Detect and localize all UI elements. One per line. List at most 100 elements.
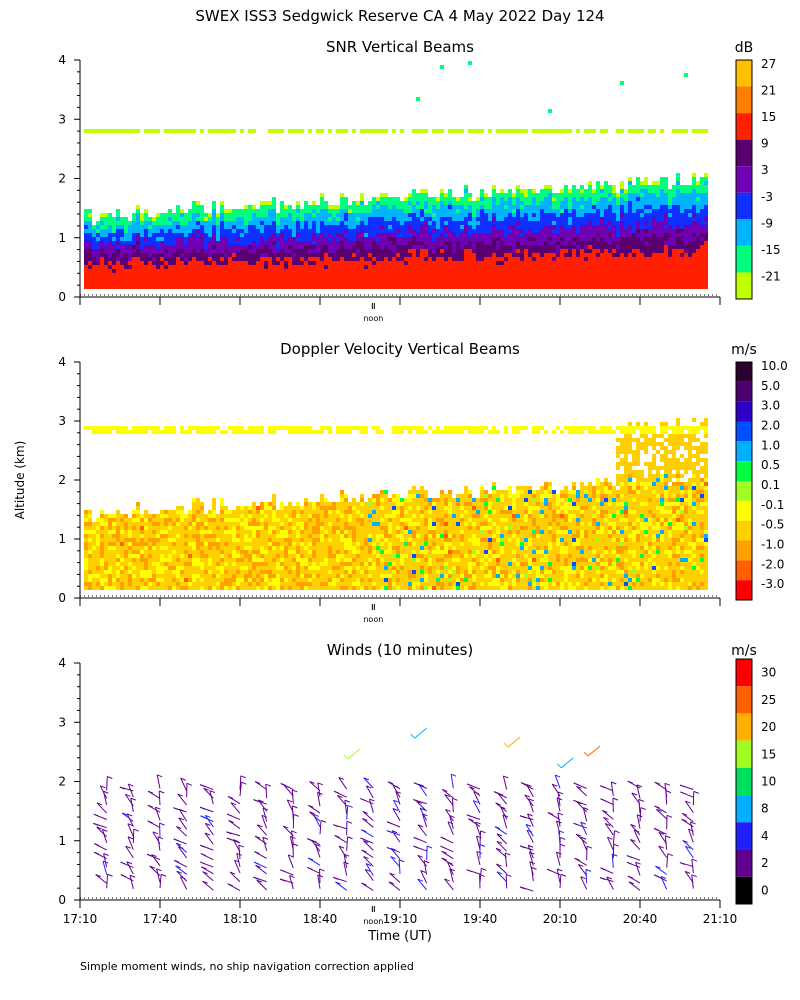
panel-2: Doppler Velocity Vertical Beams 0 1 2 3 4 noon…	[58, 340, 787, 624]
colorbar-frame	[735, 361, 753, 601]
colorbar-swatch	[736, 139, 752, 167]
figure-title: SWEX ISS3 Sedgwick Reserve CA 4 May 2022…	[195, 7, 604, 25]
colorbar-swatch	[736, 580, 752, 600]
y-tick-label: 1	[58, 231, 66, 245]
colorbar-swatch	[736, 245, 752, 273]
y-tick-label: 3	[58, 715, 66, 729]
colorbar-label: 3	[761, 163, 769, 177]
colorbar-label: 0	[761, 883, 769, 897]
colorbar-swatch	[736, 461, 752, 481]
colorbar-label: -3	[761, 190, 773, 204]
colorbar-label: 30	[761, 666, 776, 680]
colorbar-label: 21	[761, 84, 776, 98]
colorbar-label: 25	[761, 693, 776, 707]
colorbar-swatch	[736, 166, 752, 193]
colorbar-swatch	[736, 272, 752, 299]
panel-title: SNR Vertical Beams	[326, 38, 474, 56]
y-tick-label: 3	[58, 112, 66, 126]
y-tick-label: 2	[58, 775, 66, 789]
colorbar-swatch	[736, 60, 752, 87]
colorbar-swatch	[736, 219, 752, 246]
colorbar-label: 1.0	[761, 438, 780, 452]
colorbar-label: -9	[761, 216, 773, 230]
colorbar-label: 0.5	[761, 458, 780, 472]
x-tick-label: 18:40	[303, 912, 338, 926]
colorbar-swatch	[736, 481, 752, 501]
x-tick-label: 18:10	[223, 912, 258, 926]
colorbar-label: -3.0	[761, 577, 784, 591]
colorbar-swatch	[736, 876, 752, 904]
colorbar-swatch	[736, 795, 752, 823]
y-tick-label: 2	[58, 172, 66, 186]
panel-title: Winds (10 minutes)	[327, 641, 474, 659]
colorbar-swatch	[736, 713, 752, 741]
colorbar-swatch	[736, 849, 752, 877]
colorbar-swatch	[736, 441, 752, 462]
colorbar-label: 2	[761, 856, 769, 870]
colorbar-swatch	[736, 767, 752, 796]
colorbar-label: 10.0	[761, 359, 788, 373]
x-axis-label: Time (UT)	[367, 929, 432, 944]
panel-1: SNR Vertical Beams 0 1 2 3 4 noon 27 21 15 9 3 -3 -9 -…	[58, 38, 780, 323]
colorbar-swatch	[736, 362, 752, 382]
noon-label: noon	[363, 615, 383, 624]
x-tick-label: 20:10	[543, 912, 578, 926]
colorbar-label: 2.0	[761, 419, 780, 433]
colorbar-swatch	[736, 381, 752, 402]
colorbar-label: 5.0	[761, 379, 780, 393]
panel-title: Doppler Velocity Vertical Beams	[280, 340, 520, 358]
colorbar: 10.0 5.0 3.0 2.0 1.0 0.5 0.1 -0.1 -0.5 -1.0 -2.0 -3…	[735, 359, 788, 601]
x-tick-label: 21:10	[703, 912, 738, 926]
plot-area	[93, 727, 699, 892]
y-axis-label: Altitude (km)	[13, 441, 27, 520]
colorbar-label: -0.1	[761, 498, 784, 512]
x-tick-label: 17:40	[143, 912, 178, 926]
plot-area	[84, 418, 708, 590]
colorbar-label: 0.1	[761, 478, 780, 492]
colorbar-label: 8	[761, 802, 769, 816]
colorbar-unit: m/s	[731, 643, 757, 659]
colorbar-swatch	[736, 822, 752, 850]
colorbar-label: -15	[761, 243, 781, 257]
colorbar-swatch	[736, 192, 752, 220]
colorbar-swatch	[736, 86, 752, 114]
colorbar-unit: m/s	[731, 342, 757, 358]
colorbar-swatch	[736, 500, 752, 521]
colorbar-swatch	[736, 113, 752, 140]
x-tick-label: 19:40	[463, 912, 498, 926]
y-tick-label: 1	[58, 834, 66, 848]
noon-label: noon	[363, 314, 383, 323]
noon-label: noon	[363, 917, 383, 926]
colorbar-label: 3.0	[761, 399, 780, 413]
colorbar-swatch	[736, 401, 752, 422]
colorbar-label: -0.5	[761, 518, 784, 532]
colorbar: 27 21 15 9 3 -3 -9 -15 -21	[735, 57, 781, 300]
colorbar-frame	[735, 658, 753, 905]
panel-3: Winds (10 minutes) 0 1 2 3 4 17:10 17:40 18:10 18…	[58, 641, 776, 926]
colorbar-swatch	[736, 421, 752, 442]
x-tick-label: 20:40	[623, 912, 658, 926]
colorbar-label: -21	[761, 269, 781, 283]
y-tick-label: 4	[58, 53, 66, 67]
colorbar-swatch	[736, 560, 752, 581]
colorbar-label: 10	[761, 775, 776, 789]
colorbar-label: 20	[761, 720, 776, 734]
x-tick-label: 17:10	[63, 912, 98, 926]
colorbar-label: 15	[761, 747, 776, 761]
y-tick-label: 0	[58, 591, 66, 605]
plot-area	[84, 61, 708, 289]
y-tick-label: 1	[58, 532, 66, 546]
y-tick-label: 2	[58, 473, 66, 487]
colorbar-label: 9	[761, 137, 769, 151]
y-tick-label: 3	[58, 414, 66, 428]
x-tick-label: 19:10	[383, 912, 418, 926]
colorbar-swatch	[736, 659, 752, 687]
colorbar-label: -2.0	[761, 557, 784, 571]
footnote: Simple moment winds, no ship navigation …	[80, 960, 414, 973]
colorbar-label: -1.0	[761, 538, 784, 552]
colorbar-label: 27	[761, 57, 776, 71]
colorbar-swatch	[736, 686, 752, 714]
colorbar-label: 4	[761, 829, 769, 843]
